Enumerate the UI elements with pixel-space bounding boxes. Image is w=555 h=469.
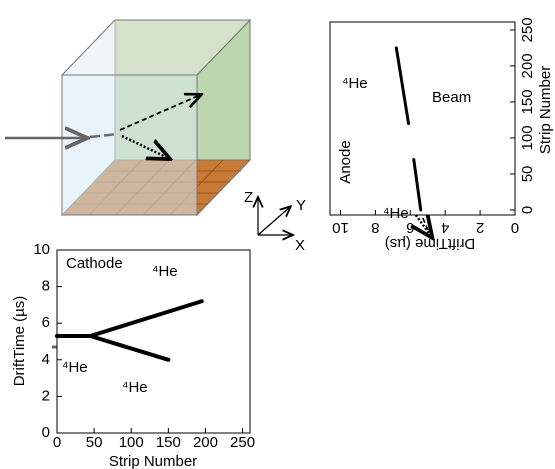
x-tick-label: 10 (332, 219, 349, 236)
y-tick-label: 250 (519, 17, 536, 42)
data-line (88, 299, 204, 339)
y-tick-label: 10 (33, 241, 50, 258)
x-tick-label: 6 (406, 219, 414, 236)
detector-box (5, 18, 252, 217)
annotation: ⁴He (62, 359, 88, 376)
data-line (394, 46, 423, 212)
x-tick-label: 0 (53, 434, 61, 451)
annotation: Beam (432, 89, 471, 106)
x-axis-label: DriftTime (µs) (385, 235, 476, 252)
axis-z-label: Z (244, 189, 253, 206)
y-tick-label: 2 (42, 387, 50, 404)
data-line (88, 334, 171, 362)
y-tick-label: 0 (519, 206, 536, 214)
x-axis-label: Strip Number (109, 453, 197, 469)
y-tick-label: 150 (519, 89, 536, 114)
axis-y-label: Y (296, 197, 306, 214)
y-axis-label: DriftTime (µs) (11, 296, 28, 387)
annotation: Cathode (66, 255, 123, 272)
annotation: ⁴He (383, 205, 409, 222)
x-tick-label: 0 (511, 219, 519, 236)
y-axis-label: Strip Number (537, 66, 554, 154)
x-tick-label: 50 (86, 434, 103, 451)
annotation: Anode (337, 140, 354, 183)
y-tick-label: 100 (519, 125, 536, 150)
y-tick-label: 4 (42, 351, 50, 368)
x-tick-label: 4 (441, 219, 449, 236)
y-tick-label: 8 (42, 278, 50, 295)
y-tick-label: 6 (42, 314, 50, 331)
annotation: ⁴He (152, 263, 178, 280)
annotation: ⁴He (342, 75, 368, 92)
annotation: ⁴He (122, 379, 148, 396)
plot-frame (56, 249, 251, 434)
y-tick-label: 0 (42, 424, 50, 441)
y-tick-label: 200 (519, 53, 536, 78)
x-tick-label: 8 (371, 219, 379, 236)
plot-frame (329, 21, 516, 216)
coordinate-axes (258, 198, 292, 235)
x-tick-label: 250 (230, 434, 255, 451)
x-tick-label: 150 (156, 434, 181, 451)
x-tick-label: 2 (476, 219, 484, 236)
x-tick-label: 200 (193, 434, 218, 451)
axis-x-label: X (295, 237, 305, 254)
x-tick-label: 100 (119, 434, 144, 451)
y-tick-label: 50 (519, 166, 536, 183)
